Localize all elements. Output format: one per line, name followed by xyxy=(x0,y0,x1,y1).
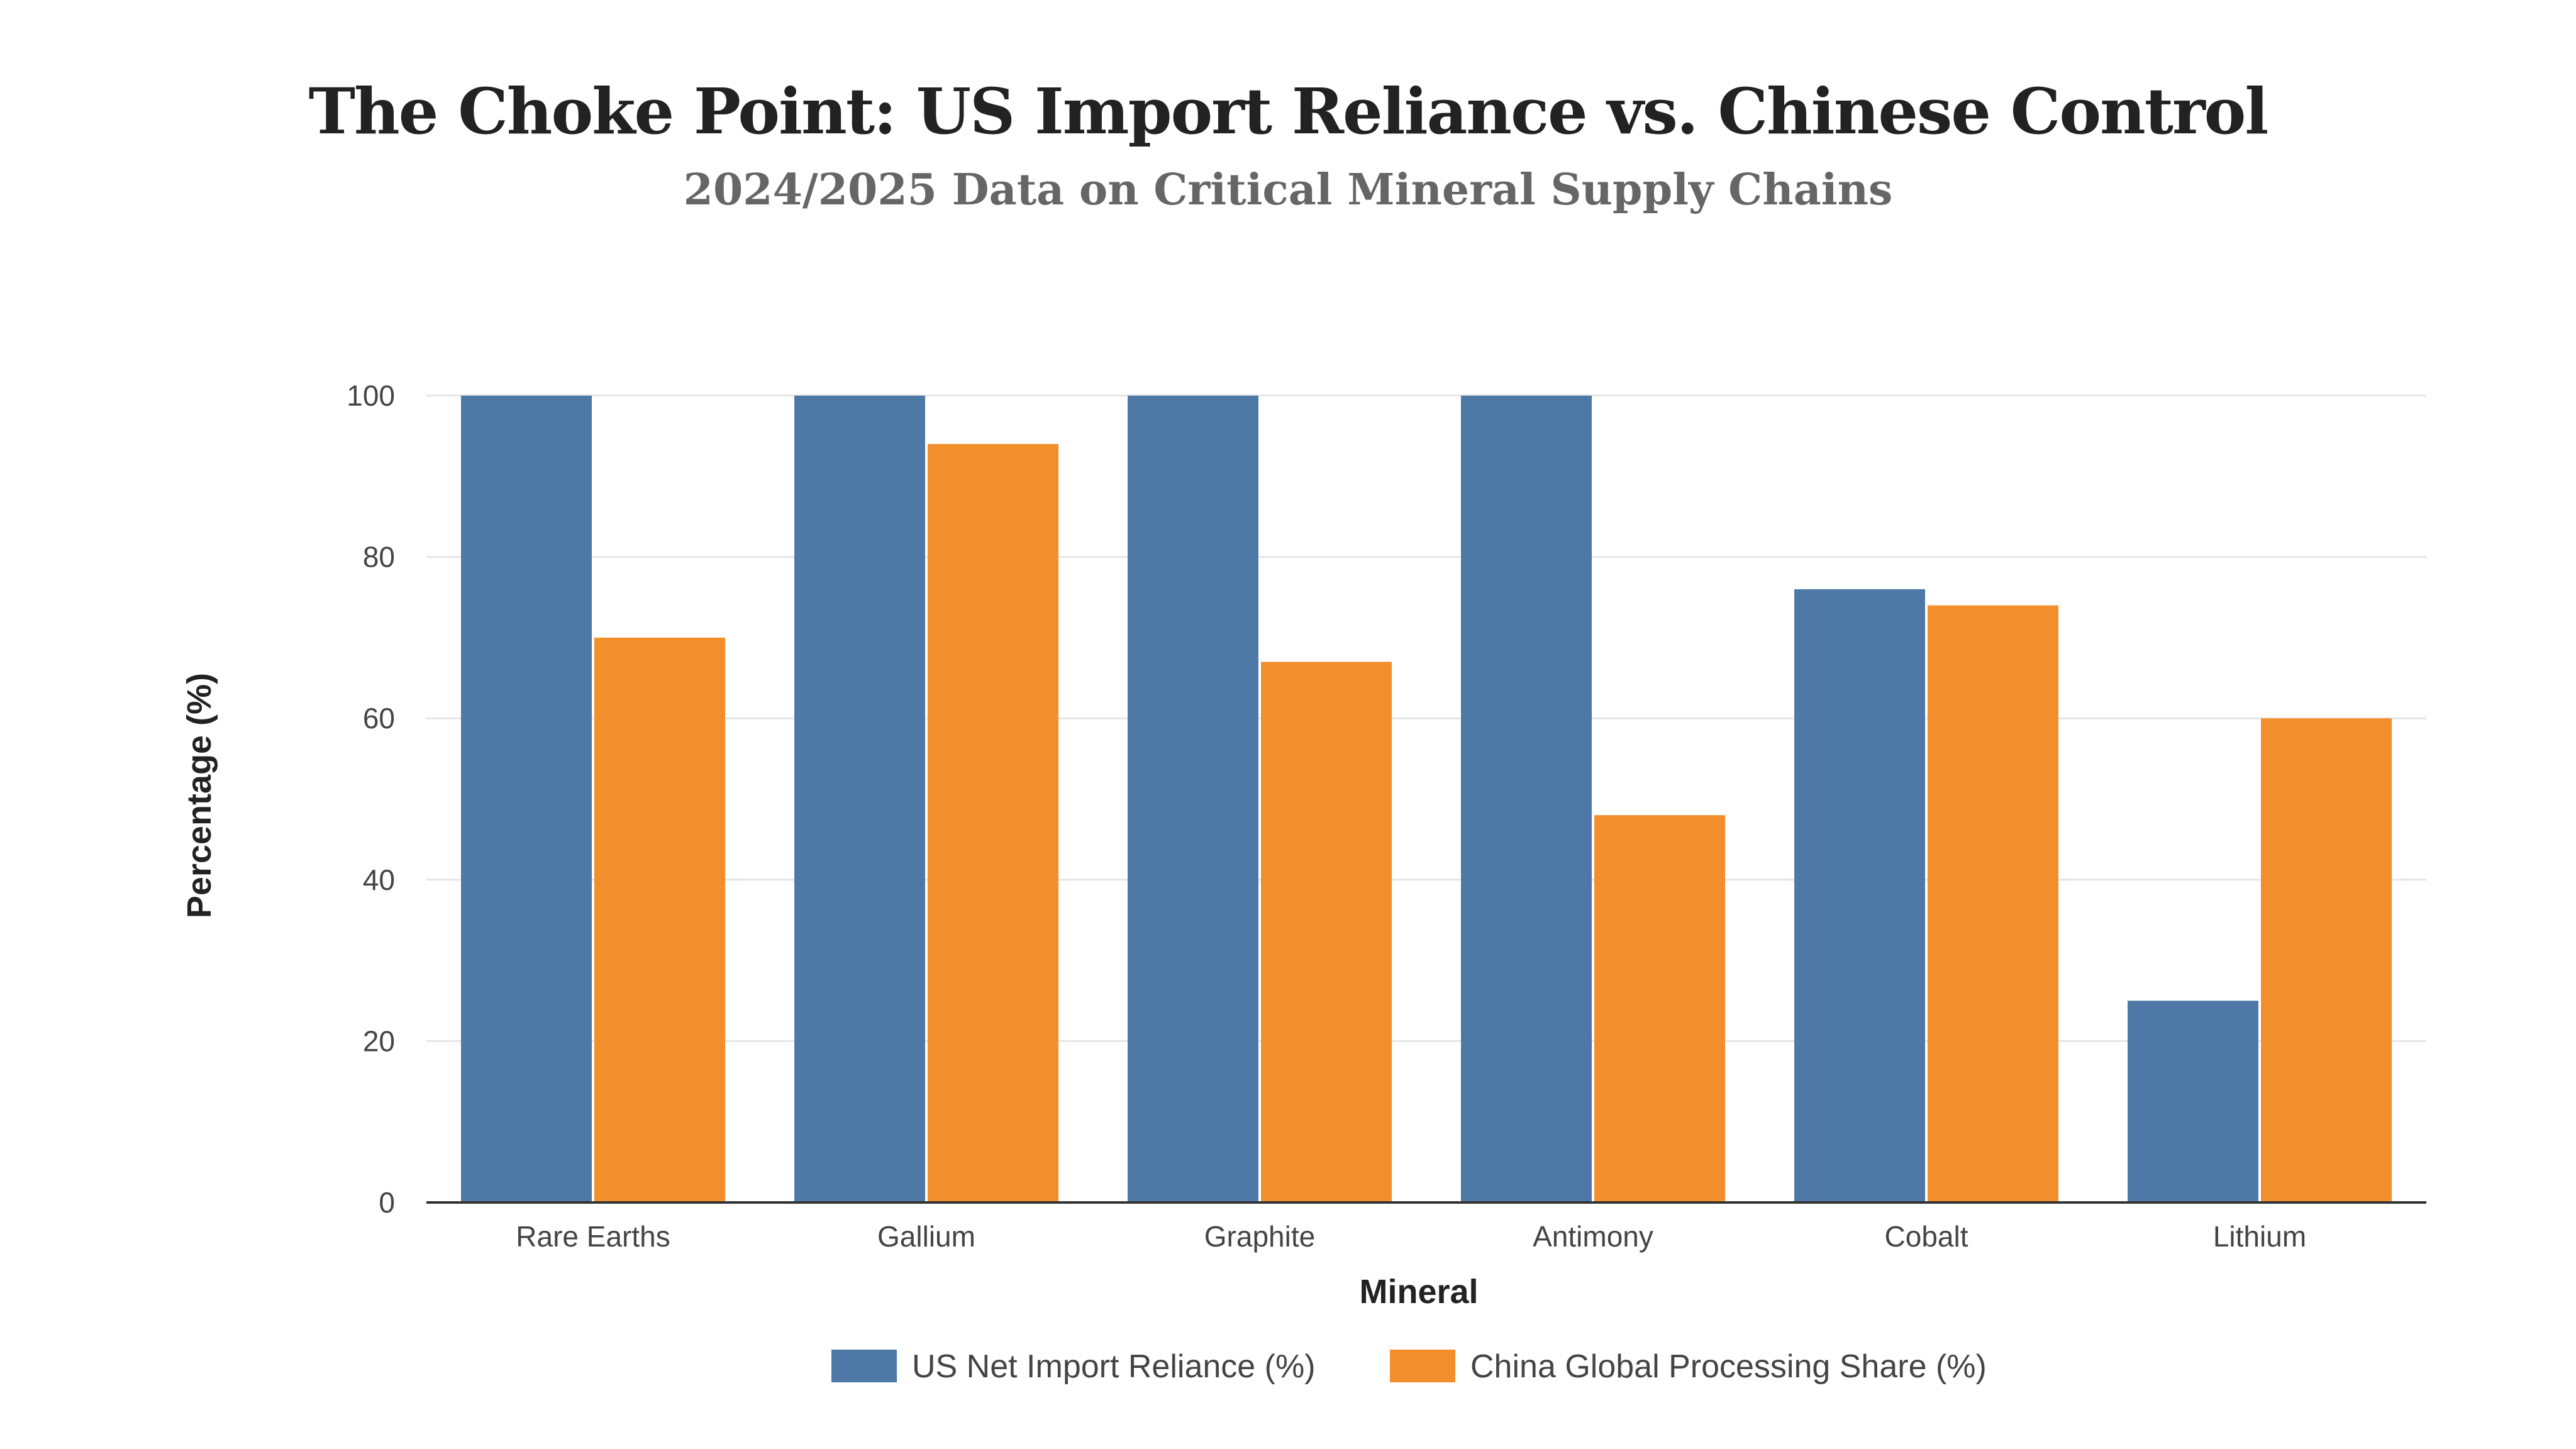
chart-subtitle: 2024/2025 Data on Critical Mineral Suppl… xyxy=(683,165,1893,215)
bar-us-import-graphite xyxy=(1128,396,1258,1202)
legend-item: China Global Processing Share (%) xyxy=(1390,1348,1987,1385)
chart-title: The Choke Point: US Import Reliance vs. … xyxy=(308,74,2269,148)
bars xyxy=(461,396,2392,1202)
x-axis-title: Mineral xyxy=(1359,1273,1478,1311)
y-tick-label: 100 xyxy=(347,379,395,412)
x-tick-label: Antimony xyxy=(1533,1220,1653,1253)
x-tick-label: Cobalt xyxy=(1885,1220,1968,1253)
legend-label: US Net Import Reliance (%) xyxy=(912,1348,1316,1385)
axes: 0 20 40 60 80 100 Rare Earths Gallium Graphite An… xyxy=(347,379,2426,1253)
bar-china-processing-lithium xyxy=(2261,718,2392,1202)
x-tick-label: Rare Earths xyxy=(516,1220,670,1253)
bar-china-processing-graphite xyxy=(1261,662,1392,1202)
legend: US Net Import Reliance (%) China Global P… xyxy=(831,1348,1987,1385)
bar-china-processing-antimony xyxy=(1594,815,1725,1202)
legend-swatch xyxy=(1390,1350,1455,1382)
x-tick-label: Graphite xyxy=(1204,1220,1315,1253)
legend-item: US Net Import Reliance (%) xyxy=(831,1348,1316,1385)
legend-label: China Global Processing Share (%) xyxy=(1470,1348,1987,1385)
y-tick-label: 60 xyxy=(363,702,395,735)
bar-us-import-rare-earths xyxy=(461,396,592,1202)
x-tick-label: Gallium xyxy=(877,1220,975,1253)
x-tick-label: Lithium xyxy=(2213,1220,2306,1253)
bar-us-import-gallium xyxy=(794,396,925,1202)
bar-us-import-antimony xyxy=(1461,396,1592,1202)
y-axis-title: Percentage (%) xyxy=(180,673,218,918)
bar-us-import-lithium xyxy=(2128,1001,2258,1202)
bar-us-import-cobalt xyxy=(1794,589,1925,1202)
bar-china-processing-cobalt xyxy=(1928,605,2058,1202)
y-tick-label: 20 xyxy=(363,1024,395,1057)
gridlines xyxy=(426,394,2426,1042)
legend-swatch xyxy=(831,1350,897,1382)
y-tick-label: 0 xyxy=(379,1186,395,1219)
y-tick-label: 80 xyxy=(363,541,395,574)
bar-china-processing-gallium xyxy=(928,443,1058,1202)
y-tick-label: 40 xyxy=(363,863,395,896)
bar-china-processing-rare-earths xyxy=(594,637,725,1202)
